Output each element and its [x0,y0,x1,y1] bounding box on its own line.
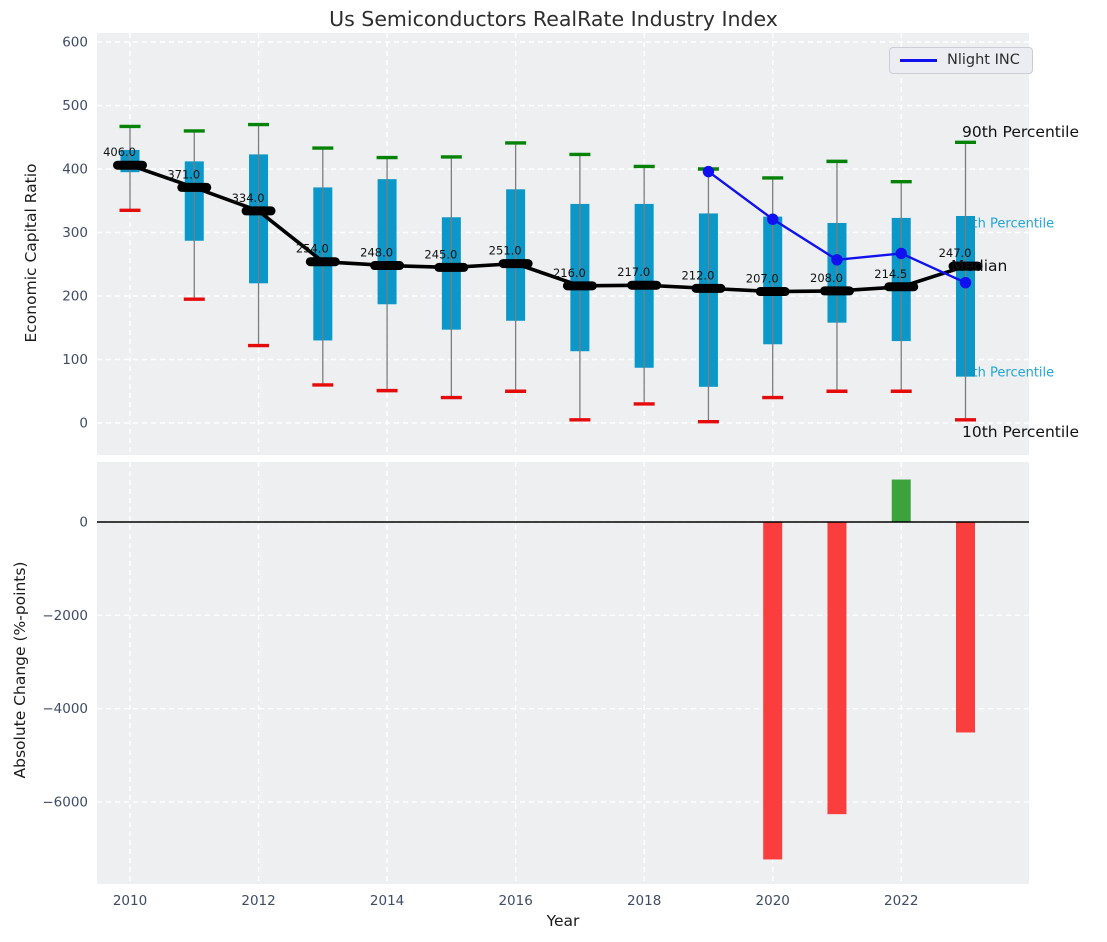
top-y-tick-500: 500 [62,98,88,114]
annotation-median: Median [951,257,1007,275]
nlight-point-2019 [702,165,715,178]
nlight-point-2020 [767,213,779,225]
median-marker-2019 [691,283,726,293]
top-y-tick-300: 300 [62,225,88,241]
median-marker-2010 [113,160,147,170]
x-tick-2012: 2012 [241,893,275,909]
median-marker-2013 [305,257,340,267]
median-marker-2012 [241,206,276,216]
median-value-label-2013: 254.0 [296,242,329,256]
median-marker-2018 [627,280,662,290]
median-value-label-2015: 245.0 [424,247,457,261]
annotation-25th-percentile: 25th Percentile [956,365,1054,380]
x-tick-2022: 2022 [884,893,918,909]
median-marker-2016 [498,259,533,269]
median-value-label-2011: 371.0 [167,167,200,181]
top-y-tick-100: 100 [62,352,88,368]
median-value-label-2019: 212.0 [681,268,714,282]
median-value-label-2021: 208.0 [810,271,843,285]
median-marker-2022 [884,282,919,292]
median-value-label-2017: 216.0 [553,266,586,280]
legend: Nlight INC [889,47,1033,74]
change-bar-2022 [891,479,911,522]
legend-label: Nlight INC [947,52,1020,68]
top-y-tick-200: 200 [62,289,88,305]
bottom-y-tick-0: 0 [79,515,88,531]
annotation-90th-percentile: 90th Percentile [962,123,1079,141]
nlight-point-2023 [959,276,972,289]
change-bar-2023 [956,522,976,733]
nlight-point-2021 [831,254,843,266]
median-value-label-2022: 214.5 [874,267,907,281]
legend-line-icon [900,58,937,62]
x-tick-2016: 2016 [498,893,532,909]
median-value-label-2018: 217.0 [617,265,650,279]
bottom-y-tick-1: −2000 [42,608,88,624]
x-tick-2018: 2018 [627,893,661,909]
chart-title: Us Semiconductors RealRate Industry Inde… [329,7,778,31]
median-marker-2011 [177,182,212,192]
annotation-10th-percentile: 10th Percentile [962,423,1079,441]
nlight-point-2022 [895,247,907,260]
annotation-75th-percentile: 75th Percentile [956,217,1054,232]
top-y-tick-0: 0 [79,416,88,432]
median-marker-2017 [562,281,597,291]
median-marker-2020 [755,287,790,297]
x-axis-label: Year [546,912,580,930]
median-value-label-2020: 207.0 [746,272,779,286]
median-marker-2014 [370,261,405,271]
median-value-label-2014: 248.0 [360,246,393,260]
median-value-label-2023: 247.0 [939,246,972,260]
bottom-y-tick-2: −4000 [42,701,88,717]
bottom-y-tick-3: −6000 [42,795,88,811]
median-marker-2023 [948,261,983,271]
x-tick-2020: 2020 [756,893,790,909]
median-marker-2021 [819,286,854,296]
median-value-label-2012: 334.0 [232,191,265,205]
x-tick-2010: 2010 [113,893,147,909]
top-plot-background [97,33,1029,455]
x-tick-2014: 2014 [370,893,404,909]
change-bar-2020 [763,522,783,860]
median-value-label-2016: 251.0 [489,244,522,258]
median-marker-2015 [434,262,469,272]
bottom-plot-background [97,462,1029,884]
median-value-label-2010: 406.0 [103,145,136,159]
top-y-tick-400: 400 [62,162,88,178]
top-y-tick-600: 600 [62,35,88,51]
change-bar-2021 [827,522,847,815]
